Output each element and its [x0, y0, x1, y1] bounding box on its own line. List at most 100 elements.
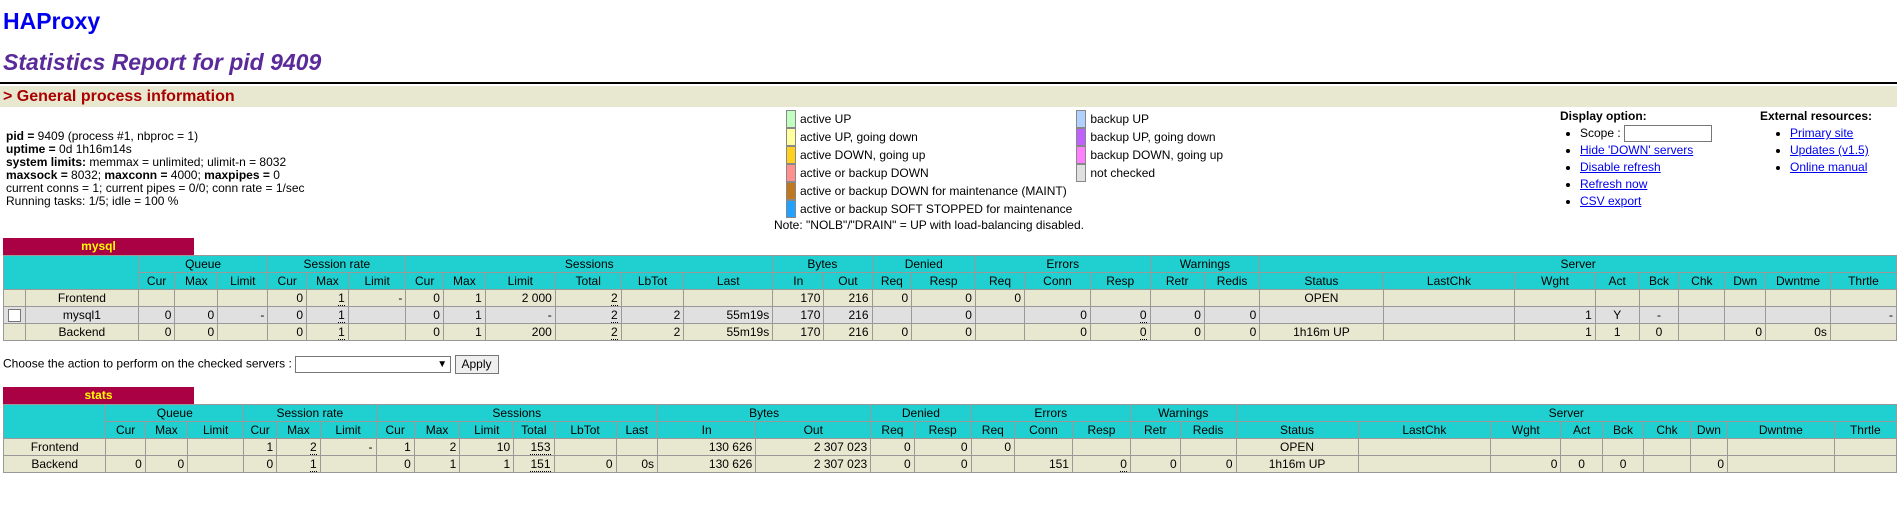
hide-down-servers-link[interactable]: Hide 'DOWN' servers: [1580, 143, 1694, 157]
cell-s-max: 1: [442, 306, 486, 324]
cell-q-max: [144, 438, 189, 456]
primary-site-link[interactable]: Primary site: [1790, 126, 1854, 140]
cell-r-lim: [347, 306, 407, 324]
proxy-name-stats[interactable]: stats: [3, 387, 194, 404]
column-header-status: Status: [1235, 421, 1359, 439]
server-checkbox[interactable]: [7, 309, 21, 323]
cell-value-tooltip[interactable]: 2: [610, 308, 618, 323]
cell-wght: [1514, 289, 1596, 307]
column-header-s-lim: Limit: [484, 272, 556, 290]
cell-value-tooltip[interactable]: 2: [309, 440, 317, 455]
cell-s-tot: 2: [554, 306, 622, 324]
cell-w-redis: 0: [1203, 306, 1261, 324]
conns-line: current conns = 1; current pipes = 0/0; …: [6, 181, 305, 195]
scope-input[interactable]: [1624, 125, 1713, 143]
column-header-w-retr: Retr: [1149, 272, 1205, 290]
column-header-lastchk: LastChk: [1357, 421, 1492, 439]
cell-lbtot: [553, 438, 617, 456]
cell-value-tooltip[interactable]: 153: [530, 440, 551, 455]
column-header-d-resp: Resp: [911, 272, 976, 290]
csv-export-link[interactable]: CSV export: [1580, 194, 1642, 208]
cell-value-tooltip[interactable]: 1: [338, 291, 345, 306]
legend-swatch-right-2: [1076, 146, 1087, 164]
cell-value-tooltip[interactable]: 1: [338, 325, 345, 340]
group-header-server: Server: [1259, 255, 1897, 273]
cell-chk: [1678, 306, 1726, 324]
cell-last: [615, 438, 659, 456]
column-header-dwntme: Dwntme: [1727, 421, 1835, 439]
pid-value: 9409 (process #1, nbproc = 1): [37, 129, 199, 143]
column-header-w-redis: Redis: [1179, 421, 1237, 439]
column-header-b-out: Out: [755, 421, 872, 439]
uptime-value: 0d 1h16m14s: [59, 142, 132, 156]
legend-note: Note: "NOLB"/"DRAIN" = UP with load-bala…: [774, 218, 1084, 232]
legend-label-right-0: backup UP: [1090, 112, 1150, 126]
external-resources-title: External resources:: [1760, 109, 1873, 123]
cell-d-resp: 0: [911, 289, 976, 307]
cell-e-resp: 0: [1089, 323, 1151, 341]
cell-thrtle: [1829, 323, 1897, 341]
cell-status: 1h16m UP: [1259, 323, 1384, 341]
cell-s-lim: 2 000: [484, 289, 556, 307]
cell-e-conn: [1024, 289, 1091, 307]
cell-status: OPEN: [1235, 438, 1359, 456]
cell-q-lim: [187, 438, 245, 456]
apply-button[interactable]: Apply: [454, 355, 499, 374]
cell-chk: [1678, 323, 1726, 341]
legend-swatch-right-1: [1076, 128, 1087, 146]
column-header-r-max: Max: [306, 272, 349, 290]
cell-value-tooltip[interactable]: 1: [309, 457, 317, 472]
cell-e-req: [974, 323, 1026, 341]
legend-swatch-left-5: [786, 200, 796, 218]
cell-value-tooltip[interactable]: 0: [1139, 308, 1147, 323]
legend-label-right-3: not checked: [1090, 166, 1156, 180]
cell-s-tot: 2: [554, 323, 622, 341]
online-manual-link[interactable]: Online manual: [1790, 160, 1868, 174]
cell-r-cur: 0: [243, 455, 278, 473]
column-header-s-tot: Total: [513, 421, 555, 439]
cell-q-lim: -: [217, 306, 269, 324]
cell-value-tooltip[interactable]: 0: [1139, 325, 1147, 340]
column-header-lbtot: LbTot: [620, 272, 685, 290]
cell-r-max: 2: [276, 438, 321, 456]
column-header-w-retr: Retr: [1129, 421, 1181, 439]
cell-s-tot: 153: [513, 438, 555, 456]
legend-swatch-left-0: [786, 110, 796, 128]
disable-refresh-link[interactable]: Disable refresh: [1580, 160, 1661, 174]
cell-thrtle: [1833, 455, 1897, 473]
group-header-errors: Errors: [974, 255, 1151, 273]
cell-e-resp: [1089, 289, 1151, 307]
cell-w-retr: [1129, 438, 1181, 456]
header-blank: [2, 404, 107, 439]
cell-dwn: [1724, 306, 1767, 324]
column-header-e-conn: Conn: [1014, 421, 1073, 439]
server-name[interactable]: mysql1: [24, 306, 139, 324]
cell-b-out: 2 307 023: [755, 455, 872, 473]
cell-value-tooltip[interactable]: 1: [338, 308, 345, 323]
cell-value-tooltip[interactable]: 2: [610, 291, 618, 306]
cell-value-tooltip[interactable]: 2: [610, 325, 618, 340]
column-header-s-max: Max: [442, 272, 486, 290]
cell-e-req: 0: [970, 438, 1016, 456]
maxpipes-label: maxpipes =: [204, 168, 274, 182]
legend-label-left-1: active UP, going down: [800, 130, 918, 144]
cell-r-cur: 0: [267, 323, 308, 341]
column-header-act: Act: [1594, 272, 1640, 290]
updates-link[interactable]: Updates (v1.5): [1790, 143, 1869, 157]
cell-r-lim: [347, 323, 407, 341]
proxy-name-mysql[interactable]: mysql: [3, 238, 194, 255]
cell-e-conn: 0: [1024, 306, 1091, 324]
action-select[interactable]: ▼: [295, 356, 452, 373]
cell-value-tooltip[interactable]: 151: [530, 457, 551, 472]
cell-d-resp: 0: [913, 438, 972, 456]
cell-e-conn: [1014, 438, 1073, 456]
cell-thrtle: [1829, 289, 1897, 307]
action-label: Choose the action to perform on the chec…: [3, 356, 296, 371]
refresh-now-link[interactable]: Refresh now: [1580, 177, 1648, 191]
cell-last: 55m19s: [683, 306, 774, 324]
cell-s-lim: 10: [459, 438, 515, 456]
cell-w-redis: 0: [1179, 455, 1237, 473]
cell-value-tooltip[interactable]: 0: [1120, 457, 1127, 472]
column-header-dwn: Dwn: [1724, 272, 1767, 290]
column-header-s-cur: Cur: [375, 421, 415, 439]
